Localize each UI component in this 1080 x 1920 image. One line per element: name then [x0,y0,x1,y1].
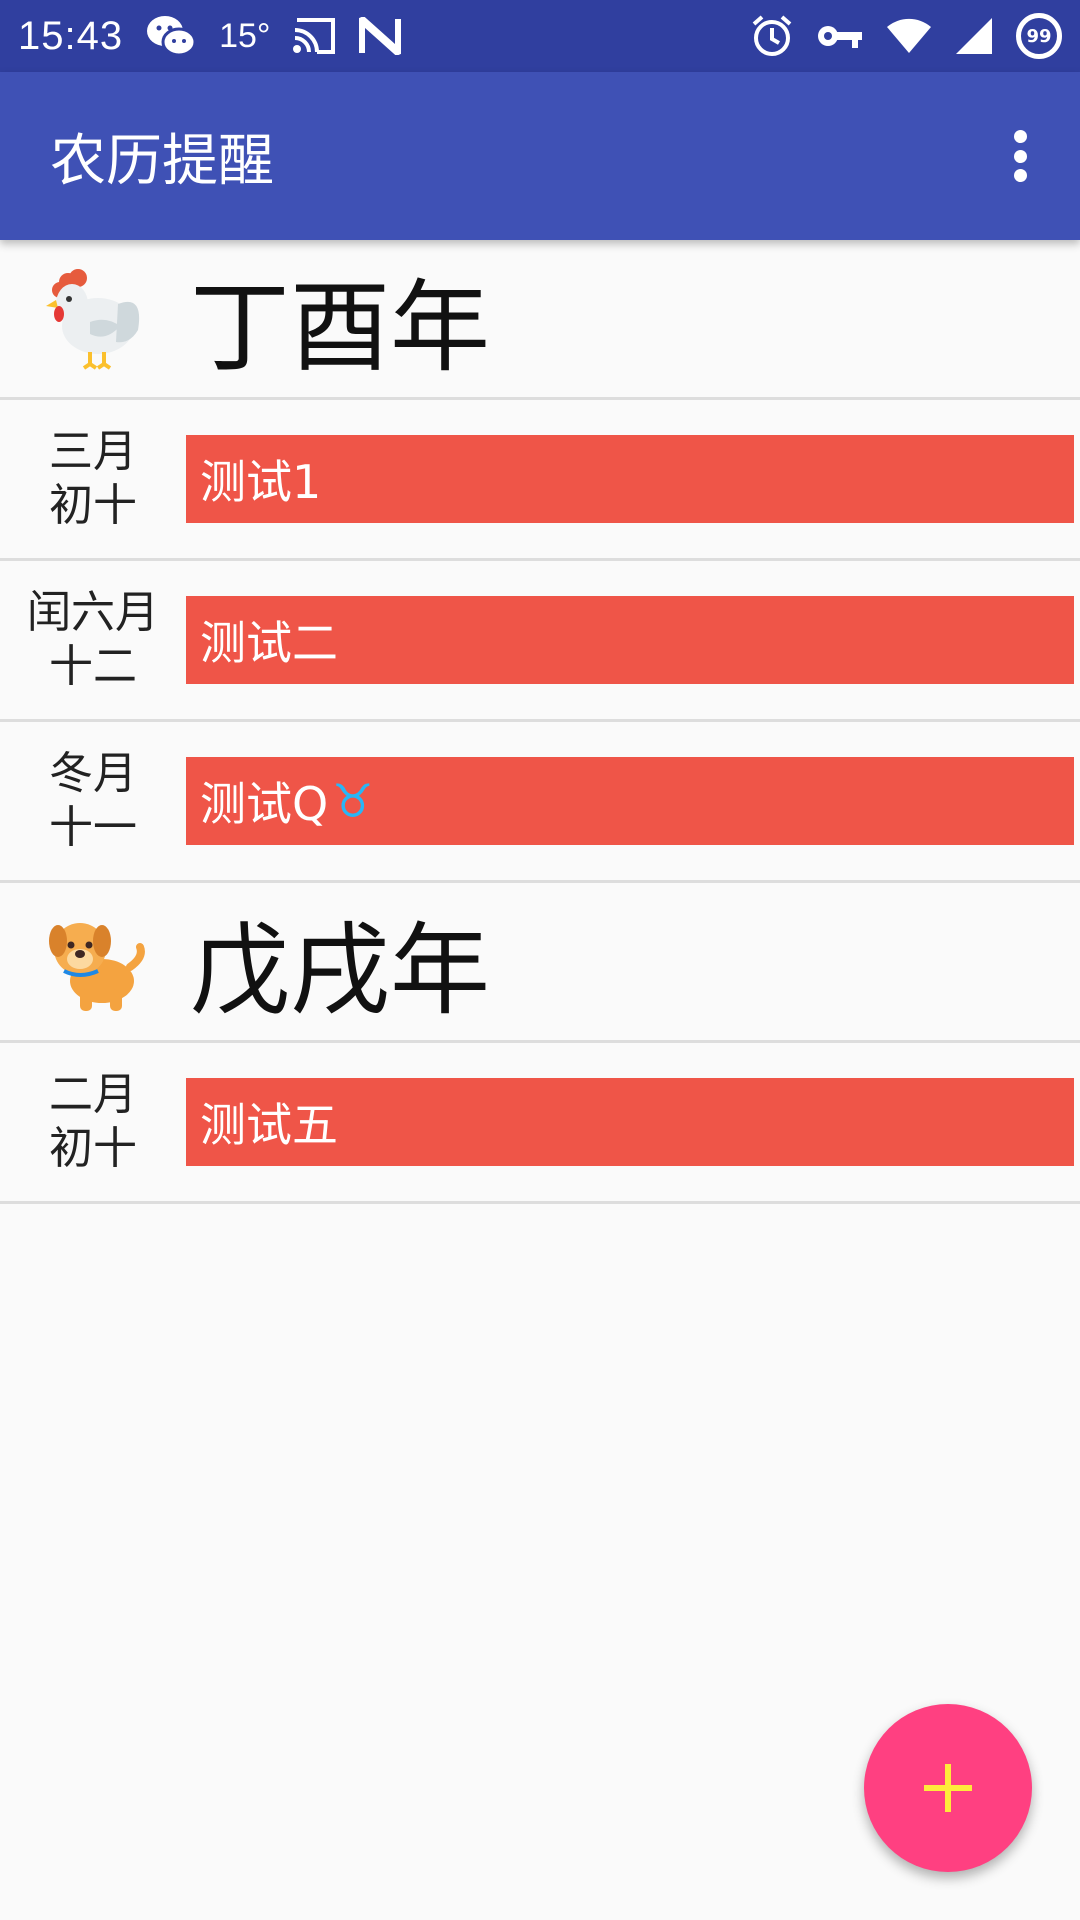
rooster-icon [0,239,190,399]
wechat-icon [145,14,197,58]
event-title: 测试1 [200,455,322,509]
event-bar[interactable]: 测试二 [186,596,1074,684]
battery-level: 99 [1026,25,1052,47]
temperature: 15° [219,16,271,55]
wifi-icon [886,17,932,55]
year-title: 戊戌年 [190,912,490,1029]
lunar-month: 三月 [49,426,137,477]
cast-icon [292,18,337,54]
lunar-date: 二月 初十 [0,1068,186,1176]
event-title: 测试二 [200,616,338,670]
year-header: 戊戌年 [0,883,1080,1043]
app-title: 农历提醒 [50,128,274,194]
alarm-icon [750,14,794,58]
event-title: 测试五 [200,1098,338,1152]
event-title: 测试Q [200,777,329,831]
lunar-date: 冬月 十一 [0,747,186,855]
app-bar: 农历提醒 [0,72,1080,240]
signal-icon [954,16,994,56]
list-item[interactable]: 三月 初十 测试1 [0,400,1080,561]
status-time: 15:43 [18,13,124,58]
lunar-day: 十一 [49,802,137,853]
lunar-day: 初十 [49,1123,137,1174]
dog-icon [0,882,190,1042]
vpn-key-icon [816,22,864,50]
lunar-day: 十二 [49,641,137,692]
lunar-month: 二月 [49,1069,137,1120]
lunar-date: 闰六月 十二 [0,586,186,694]
lunar-day: 初十 [49,480,137,531]
lunar-date: 三月 初十 [0,425,186,533]
status-bar: 15:43 15° [0,0,1080,72]
battery-icon: 99 [1016,13,1062,59]
year-header: 丁酉年 [0,240,1080,400]
lunar-month: 闰六月 [27,587,159,638]
plus-icon [924,1764,972,1812]
year-title: 丁酉年 [190,269,490,386]
n-icon [358,17,401,55]
reminder-list: 丁酉年 三月 初十 测试1 闰六月 十二 测试二 冬月 十一 测试Q ♉ [0,240,1080,1204]
event-bar[interactable]: 测试Q ♉ [186,757,1074,845]
lunar-month: 冬月 [49,748,137,799]
list-item[interactable]: 二月 初十 测试五 [0,1043,1080,1204]
more-vert-icon[interactable] [1000,126,1040,186]
taurus-icon: ♉ [332,774,374,828]
list-item[interactable]: 冬月 十一 测试Q ♉ [0,722,1080,883]
add-reminder-button[interactable] [864,1704,1032,1872]
list-item[interactable]: 闰六月 十二 测试二 [0,561,1080,722]
event-bar[interactable]: 测试1 [186,435,1074,523]
event-bar[interactable]: 测试五 [186,1078,1074,1166]
